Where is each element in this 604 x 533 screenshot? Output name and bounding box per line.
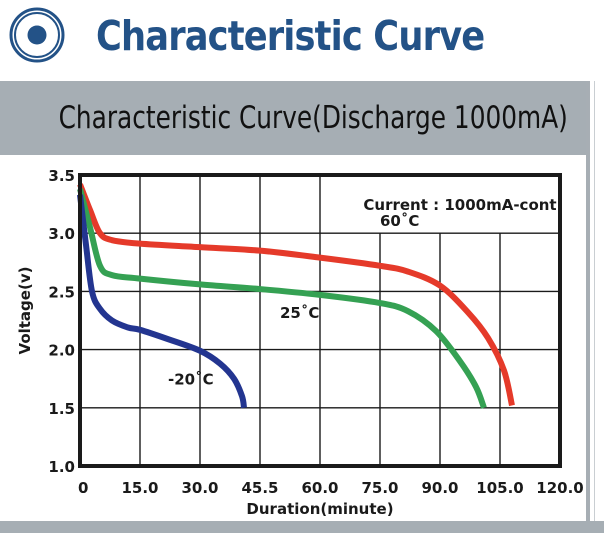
y-tick-labels: 1.0 1.5 2.0 2.5 3.0 3.5 [48,167,75,476]
series-label-60c: 60˚C [380,212,419,230]
x-tick-label: 45.5 [241,479,278,497]
x-tick-label: 0 [78,479,88,497]
annotation-box [321,177,558,233]
series-label-25c: 25˚C [280,304,319,322]
x-tick-labels: 0 15.0 30.0 45.5 60.0 75.0 90.0 105.0 120.0 [78,479,584,497]
x-axis-label: Duration(minute) [246,500,393,518]
y-tick-label: 1.0 [48,458,75,476]
y-tick-label: 1.5 [48,400,75,418]
series-line-60c [77,183,515,407]
x-tick-label: 120.0 [536,479,583,497]
y-tick-label: 3.0 [48,225,75,243]
x-tick-label: 30.0 [181,479,218,497]
x-tick-label: 105.0 [476,479,523,497]
panel-bottom-band [0,521,604,533]
panel-edge [594,81,604,521]
x-tick-label: 90.0 [421,479,458,497]
chart-title-bar: Characteristic Curve(Discharge 1000mA) [0,81,586,155]
current-annotation: Current : 1000mA-cont [363,196,556,214]
target-bullet-icon [9,7,65,63]
chart-title: Characteristic Curve(Discharge 1000mA) [58,100,568,136]
x-tick-label: 75.0 [361,479,398,497]
discharge-chart: Current : 1000mA-cont 60˚C25˚C-20˚C 1.01… [16,167,584,518]
y-tick-label: 3.5 [48,167,75,185]
page-header: Characteristic Curve [0,0,604,80]
page-title: Characteristic Curve [96,12,485,60]
series-labels: 60˚C 25˚C -20˚C [168,212,419,388]
y-axis-label: Voltage(v) [16,267,34,355]
y-tick-label: 2.5 [48,283,75,301]
series-line-minus20c [77,194,247,409]
x-tick-label: 60.0 [301,479,338,497]
series-lines [77,183,515,409]
x-tick-label: 15.0 [121,479,158,497]
series-label-minus20c: -20˚C [168,371,214,389]
y-tick-label: 2.0 [48,342,75,360]
plot-frame [78,173,562,468]
grid [80,175,560,466]
series-line-25c [77,188,487,409]
